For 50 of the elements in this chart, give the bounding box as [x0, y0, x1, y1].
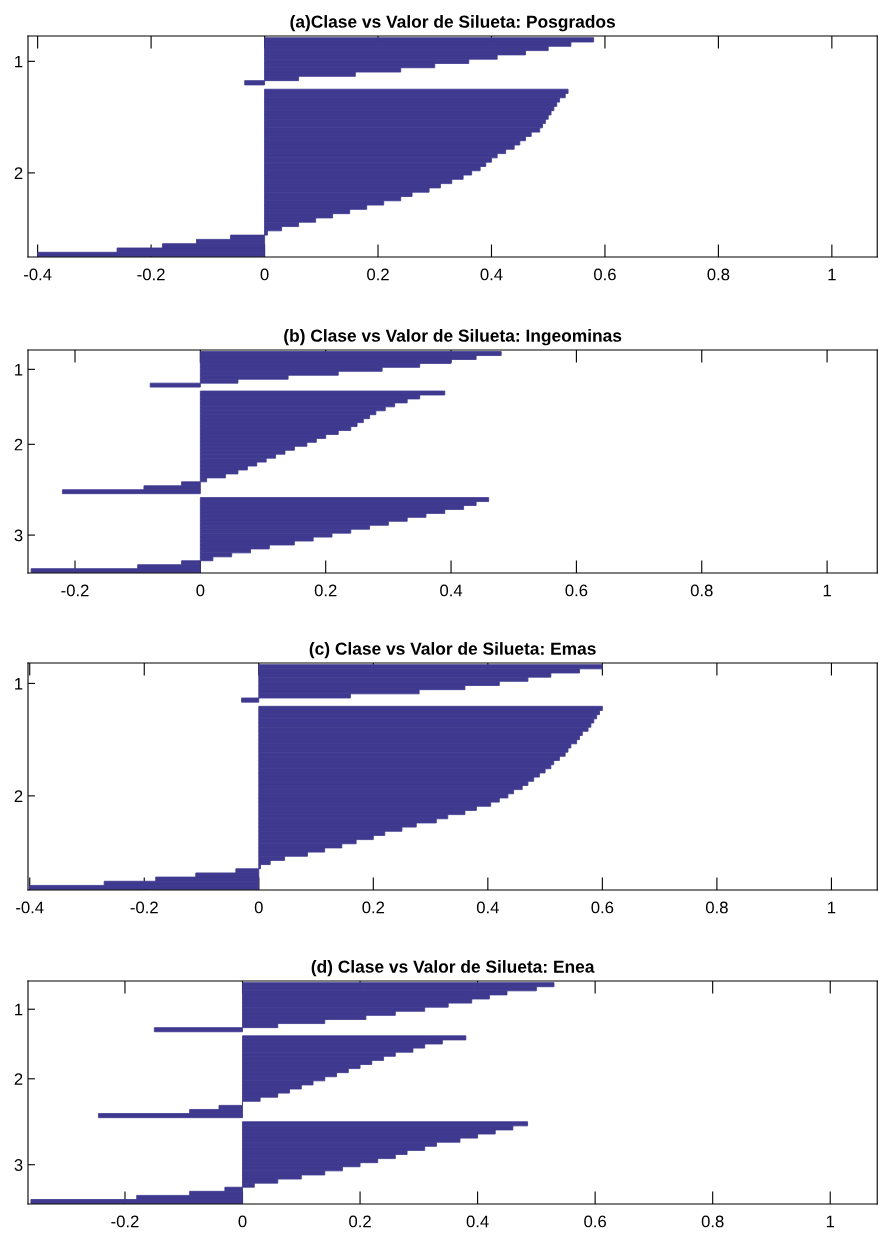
x-tick-label: 0 — [254, 901, 263, 914]
x-tick-label: 0.2 — [367, 268, 389, 281]
x-tick-label: 0.4 — [466, 1215, 489, 1228]
y-tick-label: 1 — [15, 363, 23, 376]
bar — [264, 101, 558, 107]
x-tick-label: -0.2 — [61, 584, 89, 597]
x-tick-label: 0.4 — [440, 584, 463, 597]
x-tick-label: 0.2 — [362, 901, 385, 914]
bar — [258, 726, 589, 732]
x-tick-label: -0.2 — [137, 268, 165, 281]
y-tick-label: 2 — [14, 1073, 23, 1085]
y-tick-label: 1 — [15, 1003, 23, 1016]
x-tick-label: 0 — [196, 584, 205, 597]
x-tick-label: -0.4 — [24, 268, 52, 281]
x-tick-label: -0.2 — [130, 901, 158, 914]
bar — [264, 114, 549, 120]
bar — [98, 1113, 243, 1119]
x-tick-label: 0.8 — [705, 901, 728, 914]
bar — [62, 489, 201, 495]
x-tick-label: 0.4 — [476, 901, 499, 914]
x-tick-label: 0.6 — [594, 268, 616, 281]
x-tick-label: 0 — [238, 1215, 247, 1228]
x-tick-label: -0.4 — [16, 901, 44, 914]
y-tick-label: 2 — [14, 438, 23, 451]
y-tick-label: 3 — [14, 529, 23, 542]
x-tick-label: 1 — [828, 268, 836, 281]
y-tick-label: 2 — [14, 167, 23, 179]
x-tick-label: 0.6 — [565, 584, 588, 597]
chart-title: (b) Clase vs Valor de Silueta: Ingeominas — [284, 329, 622, 346]
x-tick-label: 0 — [260, 268, 269, 281]
x-tick-label: 0.6 — [591, 901, 614, 914]
x-tick-label: 1 — [826, 1215, 835, 1228]
x-tick-label: 1 — [823, 584, 831, 597]
chart-title: (a)Clase vs Valor de Silueta: Posgrados — [290, 15, 615, 32]
x-tick-label: 0.8 — [690, 584, 713, 597]
x-tick-label: 0.2 — [349, 1215, 371, 1228]
chart-title: (d) Clase vs Valor de Silueta: Enea — [311, 960, 595, 977]
y-tick-label: 3 — [14, 1159, 23, 1171]
x-tick-label: -0.2 — [111, 1215, 139, 1228]
x-tick-label: 0.2 — [314, 584, 337, 597]
x-tick-label: 1 — [828, 901, 836, 914]
x-tick-label: 0.4 — [480, 268, 503, 281]
x-tick-label: 0.6 — [584, 1215, 606, 1228]
x-tick-label: 0.8 — [707, 268, 730, 281]
y-tick-label: 1 — [15, 55, 23, 68]
x-tick-label: 0.8 — [701, 1215, 724, 1228]
y-tick-label: 2 — [14, 790, 23, 802]
bar — [258, 751, 566, 757]
y-tick-label: 1 — [15, 677, 23, 690]
chart-title: (c) Clase vs Valor de Silueta: Emas — [309, 642, 596, 659]
